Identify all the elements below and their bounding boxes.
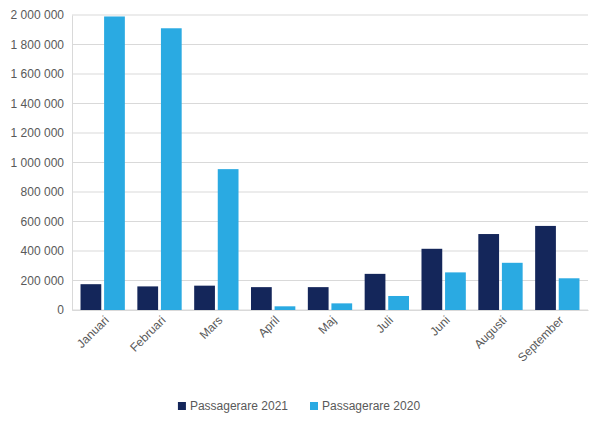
bars <box>81 16 580 310</box>
grid-line <box>72 162 588 163</box>
y-tick: 1 800 000 <box>11 38 72 52</box>
bar <box>81 284 102 310</box>
bar <box>251 287 272 310</box>
bar <box>559 278 580 310</box>
y-axis: 0 200 000 400 000 600 000 800 000 1 000 000 1 … <box>11 8 73 317</box>
bar <box>331 303 352 310</box>
x-tick: Maj <box>316 310 340 337</box>
x-axis-line <box>73 310 589 311</box>
y-tick-label: 600 000 <box>21 215 65 229</box>
grid-line <box>72 44 588 45</box>
bar <box>275 306 296 310</box>
grid-line <box>72 15 588 16</box>
x-tick-label: Juli <box>373 313 396 336</box>
bar <box>365 274 386 310</box>
y-tick: 1 600 000 <box>11 67 72 81</box>
y-tick-label: 1 200 000 <box>11 126 65 140</box>
bar <box>535 226 556 310</box>
y-tick-label: 200 000 <box>21 274 65 288</box>
x-tick: September <box>515 310 566 365</box>
bar <box>502 263 523 310</box>
bar <box>218 169 239 310</box>
x-tick: Januari <box>74 310 112 351</box>
series <box>81 226 556 310</box>
bar <box>194 286 215 310</box>
x-tick: April <box>255 310 282 340</box>
x-axis: Januari Februari Mars April Maj Juli Juni Augus… <box>73 310 589 365</box>
grid-line <box>72 221 588 222</box>
x-tick-label: April <box>255 313 282 340</box>
legend-label: Passagerare 2020 <box>322 399 420 413</box>
y-tick-label: 1 400 000 <box>11 97 65 111</box>
legend: Passagerare 2021 Passagerare 2020 <box>178 399 420 413</box>
y-tick-label: 1 000 000 <box>11 156 65 170</box>
bar <box>445 272 466 310</box>
y-tick-label: 400 000 <box>21 244 65 258</box>
y-tick: 0 <box>57 303 72 317</box>
grid-line <box>72 192 588 193</box>
x-tick: Augusti <box>471 310 509 351</box>
x-tick-label: Juni <box>427 313 452 338</box>
chart: 0 200 000 400 000 600 000 800 000 1 000 000 1 … <box>0 0 598 431</box>
y-tick-label: 0 <box>57 303 64 317</box>
x-tick: Juni <box>427 310 452 339</box>
x-tick: Juli <box>373 310 396 336</box>
bar <box>421 249 442 310</box>
y-tick: 1 200 000 <box>11 126 72 140</box>
plot: 0 200 000 400 000 600 000 800 000 1 000 000 1 … <box>11 8 589 364</box>
y-axis-line <box>72 16 73 311</box>
legend-swatch <box>310 402 318 410</box>
y-tick: 400 000 <box>21 244 72 258</box>
x-tick-label: Februari <box>127 313 168 354</box>
bar <box>161 28 182 310</box>
grid-line <box>72 251 588 252</box>
bar <box>308 287 329 310</box>
grid-line <box>72 103 588 104</box>
y-tick: 600 000 <box>21 215 72 229</box>
x-tick-label: Maj <box>316 313 340 337</box>
x-tick-label: Januari <box>74 313 112 351</box>
bar <box>478 234 499 310</box>
x-tick-label: Augusti <box>471 313 509 351</box>
bar <box>388 296 409 310</box>
legend-label: Passagerare 2021 <box>190 399 288 413</box>
x-tick: Februari <box>127 310 168 355</box>
y-tick: 1 000 000 <box>11 156 72 170</box>
bar <box>137 286 158 310</box>
y-tick-label: 1 600 000 <box>11 67 65 81</box>
y-tick: 2 000 000 <box>11 8 72 22</box>
y-tick: 800 000 <box>21 185 72 199</box>
series <box>104 16 579 310</box>
legend-item: Passagerare 2020 <box>310 399 420 413</box>
x-tick-label: Mars <box>197 313 226 342</box>
x-tick-label: September <box>515 313 566 364</box>
legend-swatch <box>178 402 186 410</box>
legend-item: Passagerare 2021 <box>178 399 288 413</box>
x-tick: Mars <box>197 310 226 342</box>
grid <box>72 15 588 310</box>
y-tick-label: 800 000 <box>21 185 65 199</box>
y-tick: 200 000 <box>21 274 72 288</box>
y-tick: 1 400 000 <box>11 97 72 111</box>
grid-line <box>72 133 588 134</box>
y-tick-label: 1 800 000 <box>11 38 65 52</box>
grid-line <box>72 74 588 75</box>
bar <box>104 16 125 310</box>
y-tick-label: 2 000 000 <box>11 8 65 22</box>
